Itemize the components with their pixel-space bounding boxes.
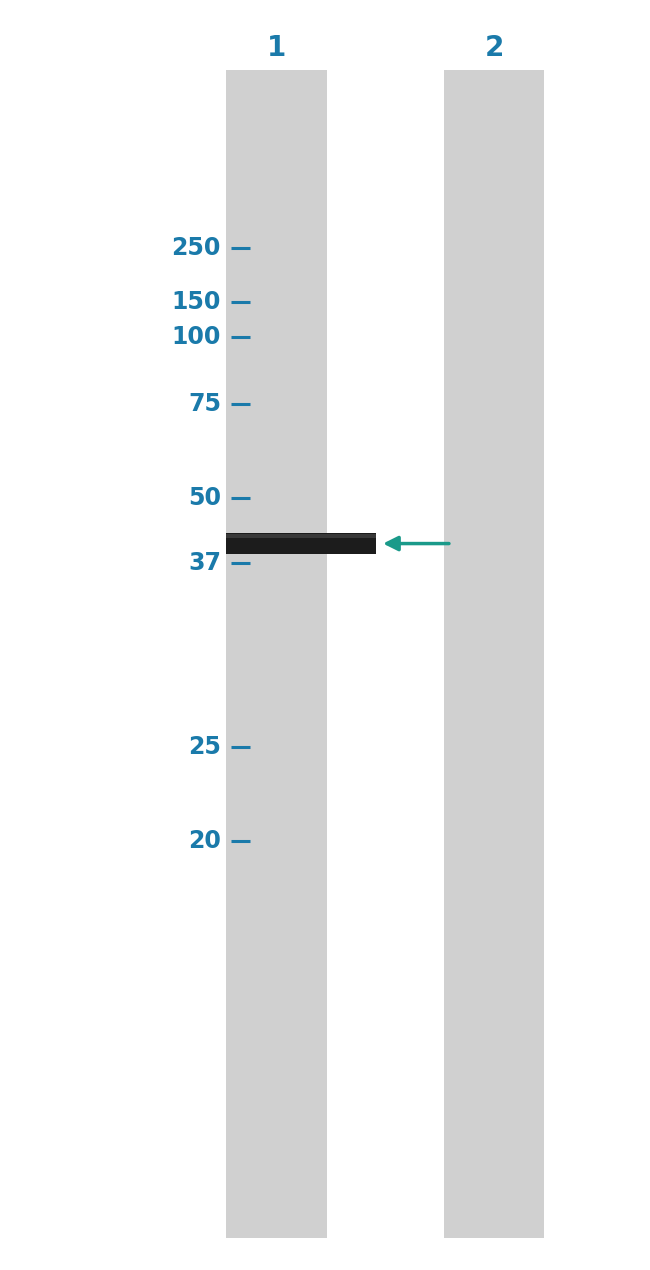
- Bar: [226, 70, 326, 1238]
- Text: 25: 25: [188, 735, 221, 758]
- Text: 150: 150: [172, 291, 221, 314]
- Bar: [443, 70, 545, 1238]
- Text: 2: 2: [484, 34, 504, 62]
- Text: 1: 1: [266, 34, 286, 62]
- Text: 20: 20: [188, 829, 221, 852]
- Bar: [226, 533, 376, 538]
- Bar: [226, 532, 376, 554]
- Text: 75: 75: [188, 392, 221, 415]
- Text: 100: 100: [172, 325, 221, 348]
- Text: 250: 250: [172, 236, 221, 259]
- Text: 50: 50: [188, 486, 221, 509]
- Text: 37: 37: [188, 551, 221, 574]
